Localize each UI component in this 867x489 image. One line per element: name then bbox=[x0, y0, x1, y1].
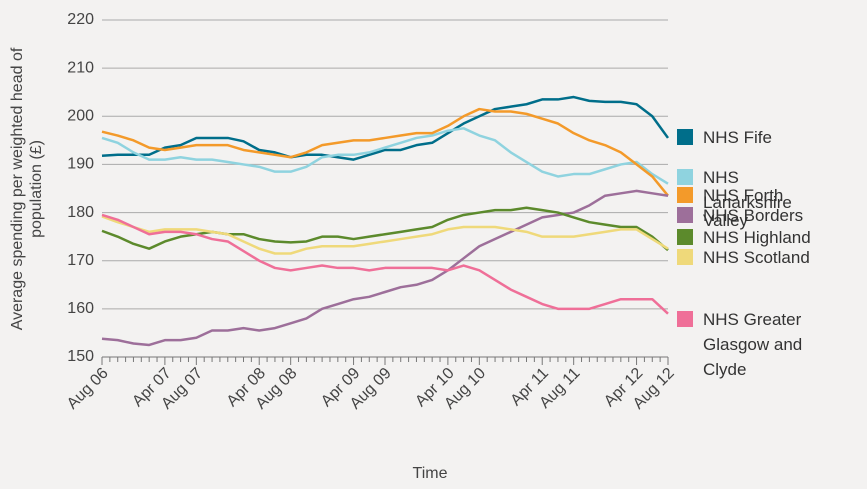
series-line bbox=[101, 213, 669, 315]
legend-label: NHS Scotland bbox=[703, 248, 810, 267]
legend-label: NHS Borders bbox=[703, 206, 804, 225]
y-tick-label: 200 bbox=[67, 108, 94, 125]
legend-label: NHS Highland bbox=[703, 228, 811, 247]
series-line bbox=[101, 215, 669, 255]
y-tick-label: 160 bbox=[67, 300, 94, 317]
legend-swatch bbox=[677, 207, 693, 223]
y-axis-label: Average spending per weighted head of po… bbox=[9, 47, 45, 331]
legend-swatch bbox=[677, 249, 693, 265]
series-line bbox=[101, 127, 669, 185]
x-axis-label: Time bbox=[413, 465, 448, 482]
y-tick-label: 190 bbox=[67, 156, 94, 173]
legend-label: NHS Greater Glasgow and Clyde bbox=[703, 310, 803, 379]
series-line bbox=[101, 107, 669, 197]
legend-swatch bbox=[677, 229, 693, 245]
y-tick-label: 180 bbox=[67, 204, 94, 221]
y-tick-label: 210 bbox=[67, 59, 94, 76]
y-tick-label: 170 bbox=[67, 252, 94, 269]
legend-swatch bbox=[677, 187, 693, 203]
y-tick-label: 150 bbox=[67, 348, 94, 365]
legend-swatch bbox=[677, 311, 693, 327]
legend-label: NHS Lanarkshire bbox=[703, 168, 792, 212]
x-tick-label: Aug 06 bbox=[64, 365, 112, 413]
series-line bbox=[101, 189, 669, 347]
legend-swatch bbox=[677, 169, 693, 185]
legend-swatch bbox=[677, 129, 693, 145]
legend-label: NHS Forth Valley bbox=[703, 186, 784, 230]
legend-label: NHS Fife bbox=[703, 128, 772, 147]
y-tick-label: 220 bbox=[67, 11, 94, 28]
series-line bbox=[101, 95, 670, 161]
